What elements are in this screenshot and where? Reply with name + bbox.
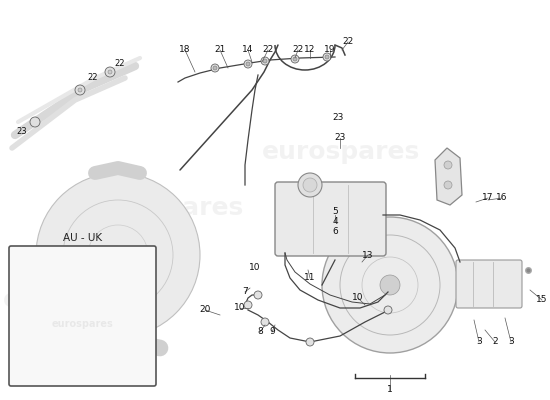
- Text: 16: 16: [496, 194, 508, 202]
- Text: 17: 17: [482, 194, 494, 202]
- Text: 8: 8: [257, 328, 263, 336]
- Circle shape: [263, 59, 267, 63]
- Circle shape: [444, 161, 452, 169]
- Text: 21: 21: [214, 46, 225, 54]
- Text: eurospares: eurospares: [262, 140, 420, 164]
- Text: 10: 10: [352, 294, 364, 302]
- Circle shape: [246, 62, 250, 66]
- Text: 15: 15: [536, 296, 548, 304]
- Circle shape: [291, 55, 299, 63]
- Text: 4: 4: [332, 218, 338, 226]
- Text: 22: 22: [293, 46, 304, 54]
- Text: 7: 7: [242, 288, 248, 296]
- Circle shape: [78, 88, 82, 92]
- Circle shape: [298, 173, 322, 197]
- Text: 23: 23: [16, 128, 28, 136]
- Circle shape: [254, 291, 262, 299]
- Text: 23: 23: [334, 134, 346, 142]
- FancyBboxPatch shape: [456, 260, 522, 308]
- Circle shape: [75, 85, 85, 95]
- FancyBboxPatch shape: [9, 246, 156, 386]
- Text: 6: 6: [332, 228, 338, 236]
- Text: 22: 22: [88, 74, 98, 82]
- Circle shape: [444, 181, 452, 189]
- Text: 22: 22: [342, 38, 354, 46]
- Text: 1: 1: [387, 386, 393, 394]
- Text: 22: 22: [262, 46, 274, 54]
- Circle shape: [306, 338, 314, 346]
- Polygon shape: [435, 148, 462, 205]
- Circle shape: [303, 178, 317, 192]
- Text: 22: 22: [115, 58, 125, 68]
- Circle shape: [244, 60, 252, 68]
- Text: 2: 2: [492, 338, 498, 346]
- Text: AU - UK: AU - UK: [63, 233, 102, 243]
- Text: 11: 11: [304, 274, 316, 282]
- Text: 3: 3: [508, 338, 514, 346]
- Circle shape: [213, 66, 217, 70]
- Circle shape: [384, 306, 392, 314]
- Text: 23: 23: [332, 114, 344, 122]
- Text: 19: 19: [324, 46, 336, 54]
- Circle shape: [293, 57, 297, 61]
- Text: 12: 12: [304, 46, 316, 54]
- Circle shape: [261, 318, 269, 326]
- Text: 18: 18: [179, 46, 191, 54]
- Text: 3: 3: [476, 338, 482, 346]
- Circle shape: [325, 55, 329, 59]
- Text: 9: 9: [269, 328, 275, 336]
- Text: 14: 14: [243, 46, 254, 54]
- Text: 5: 5: [332, 208, 338, 216]
- Text: eurospares: eurospares: [52, 319, 113, 329]
- Circle shape: [380, 275, 400, 295]
- Circle shape: [30, 117, 40, 127]
- Circle shape: [105, 67, 115, 77]
- Circle shape: [322, 217, 458, 353]
- Circle shape: [323, 53, 331, 61]
- Text: 10: 10: [249, 264, 261, 272]
- Text: 20: 20: [199, 306, 211, 314]
- Circle shape: [36, 173, 200, 337]
- Circle shape: [261, 57, 269, 65]
- FancyBboxPatch shape: [275, 182, 386, 256]
- Circle shape: [244, 301, 252, 309]
- Circle shape: [211, 64, 219, 72]
- Text: eurospares: eurospares: [86, 196, 244, 220]
- Text: eurospares: eurospares: [3, 288, 162, 312]
- Circle shape: [108, 70, 112, 74]
- Text: 10: 10: [234, 304, 246, 312]
- Text: 13: 13: [362, 250, 374, 260]
